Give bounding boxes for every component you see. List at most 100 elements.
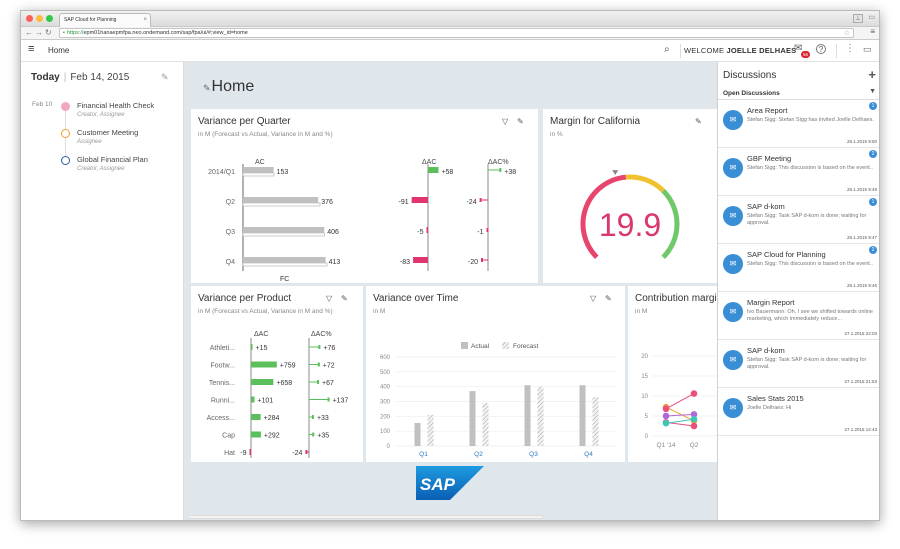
gauge-arc-red (580, 174, 627, 259)
fc-label: FC (280, 276, 289, 283)
user-name[interactable]: JOELLE DELHAES (726, 46, 797, 55)
ac-bar (243, 197, 319, 203)
home-canvas: ✎Home Variance per Quarter in M (Forecas… (184, 62, 717, 520)
dac-bar (428, 167, 439, 173)
horizontal-scrollbar[interactable] (187, 515, 544, 519)
url-input[interactable]: ▪ https://epm01hanaepmfpa.neo.ondemand.co… (59, 28, 854, 38)
page-edit-icon[interactable]: ✎ (203, 83, 211, 93)
filter-icon[interactable]: ▽ (326, 294, 333, 303)
variance-product-chart: ΔAC ΔAC% Athleti... +15 +76 Footw... +759 +72 Te… (207, 331, 348, 458)
row-label: Hat (224, 450, 235, 457)
more-options-icon[interactable]: ⋮ (845, 43, 855, 54)
discussion-item[interactable]: ✉ GBF Meeting Stefan Sigg: This discussion… (718, 148, 879, 196)
notifications-icon[interactable]: ✉ (794, 43, 803, 54)
tile-settings-icon[interactable]: ✎ (695, 117, 702, 126)
variance-time-chart: 0 100 200 300 400 500 600 Actual Forecast Q1 Q2 Q3 Q… (380, 342, 616, 458)
dac-bar (251, 396, 255, 403)
dacp-pin (486, 228, 489, 232)
row-label: Cap (222, 433, 235, 440)
close-window-button[interactable] (26, 15, 33, 22)
tile-title: Contribution margin (635, 293, 717, 304)
discussion-time: 27.1.2015 22:03 (844, 331, 877, 336)
browser-menu-icon[interactable]: ≡ (870, 27, 875, 36)
y-tick-label: 10 (641, 394, 648, 400)
y-tick-label: 5 (645, 414, 649, 420)
y-tick-label: 300 (380, 400, 391, 406)
welcome-text: WELCOME JOELLE DELHAES (684, 46, 796, 55)
add-discussion-button[interactable]: + (868, 67, 876, 82)
reload-icon[interactable]: ↻ (45, 28, 52, 37)
timeline-dot (61, 129, 70, 138)
dac-bar (251, 344, 253, 350)
dac-value: +58 (441, 169, 453, 176)
discussion-icon: ✉ (723, 398, 743, 418)
calendar-item-subtitle: Creator, Assignee (77, 166, 125, 172)
profile-icon[interactable]: ⊥ (853, 14, 863, 23)
discussion-item[interactable]: ✉ Margin Report Ivo Bauermann: Oh, I see w… (718, 292, 879, 340)
dacp-pin (318, 345, 321, 349)
tile-settings-icon[interactable]: ✎ (605, 294, 612, 303)
tile-subtitle: in M (Forecast vs Actual, Variance in M … (198, 131, 333, 138)
discussion-item[interactable]: ✉ SAP d-kom Stefan Sigg: Task SAP d-kom is… (718, 196, 879, 244)
dac-bar (426, 227, 428, 233)
gauge-value: 19.9 (599, 207, 661, 243)
restore-icon[interactable]: ▭ (868, 14, 875, 21)
back-icon[interactable]: ← (25, 28, 33, 37)
close-tab-icon[interactable]: × (143, 17, 147, 23)
fc-bar (242, 232, 325, 237)
tile-settings-icon[interactable]: ✎ (517, 117, 524, 126)
column-header-dac: ΔAC (254, 331, 268, 338)
series-line (665, 406, 695, 422)
series-point (662, 412, 670, 420)
dacp-value: +38 (504, 169, 516, 176)
calendar-item-title[interactable]: Customer Meeting (77, 128, 139, 137)
tile-title: Margin for California (550, 116, 641, 127)
discussion-item[interactable]: ✉ SAP d-kom Stefan Sigg: Task SAP d-kom is… (718, 340, 879, 388)
discussions-filter-label[interactable]: Open Discussions (723, 90, 780, 97)
column-header-dacp: ΔAC% (311, 331, 332, 338)
edit-icon[interactable]: ✎ (161, 72, 169, 82)
discussion-item[interactable]: ✉ Sales Stats 2015 Joelle Delhaes: Hi 27.1.… (718, 388, 879, 436)
sap-logo: SAP (416, 466, 484, 500)
contribution-margin-tile[interactable]: Contribution margin in M 0 5 10 15 20 Q1 '14 Q… (628, 286, 717, 462)
filter-dropdown-icon[interactable]: ▼ (869, 88, 876, 95)
bookmark-star-icon[interactable]: ☆ (843, 30, 850, 37)
minimize-window-button[interactable] (36, 15, 43, 22)
discussion-item[interactable]: ✉ SAP Cloud for Planning Stefan Sigg: This… (718, 244, 879, 292)
series-point (690, 411, 698, 418)
filter-icon[interactable]: ▽ (590, 294, 597, 303)
discussions-toggle-icon[interactable]: ▭ (863, 44, 872, 54)
discussion-preview: Stefan Sigg: Task SAP d-kom is done; wai… (747, 213, 867, 226)
calendar-item-title[interactable]: Financial Health Check (77, 101, 155, 110)
tile-subtitle: in M (373, 308, 386, 315)
variance-per-quarter-tile[interactable]: Variance per Quarter in M (Forecast vs A… (191, 109, 538, 283)
notification-badge: 56 (801, 51, 811, 58)
gauge-arc-green (661, 188, 680, 260)
dacp-pin (479, 198, 482, 202)
browser-tab[interactable]: SAP Cloud for Planning × (59, 13, 151, 27)
y-tick-label: 0 (387, 444, 391, 450)
variance-per-product-tile[interactable]: Variance per Product in M (Forecast vs A… (191, 286, 363, 462)
y-tick-label: 15 (641, 374, 648, 380)
margin-california-tile[interactable]: Margin for California in % ✎ 19.9 (543, 109, 717, 283)
calendar-item-title[interactable]: Global Financial Plan (77, 155, 148, 164)
dac-bar (249, 449, 251, 455)
bar-actual (414, 423, 421, 446)
zoom-window-button[interactable] (46, 15, 53, 22)
filter-icon[interactable]: ▽ (502, 117, 509, 126)
help-icon[interactable]: ? (816, 44, 826, 54)
hamburger-menu-icon[interactable]: ≡ (28, 43, 35, 55)
bar-forecast (592, 397, 599, 446)
discussion-icon: ✉ (723, 206, 743, 226)
search-icon[interactable]: ⌕ (664, 44, 670, 55)
bar-actual (524, 385, 531, 446)
bar-forecast (482, 402, 489, 446)
divider (680, 44, 681, 58)
variance-over-time-tile[interactable]: Variance over Time in M ▽ ✎ 0 100 200 300 40… (366, 286, 625, 462)
x-tick-label: Q4 (584, 451, 593, 458)
bar-actual (579, 385, 586, 446)
forward-icon[interactable]: → (35, 28, 43, 37)
tile-settings-icon[interactable]: ✎ (341, 294, 348, 303)
dacp-pin (499, 168, 502, 172)
discussion-item[interactable]: ✉ Area Report Stefan Sigg: Stefan Sigg has… (718, 100, 879, 148)
